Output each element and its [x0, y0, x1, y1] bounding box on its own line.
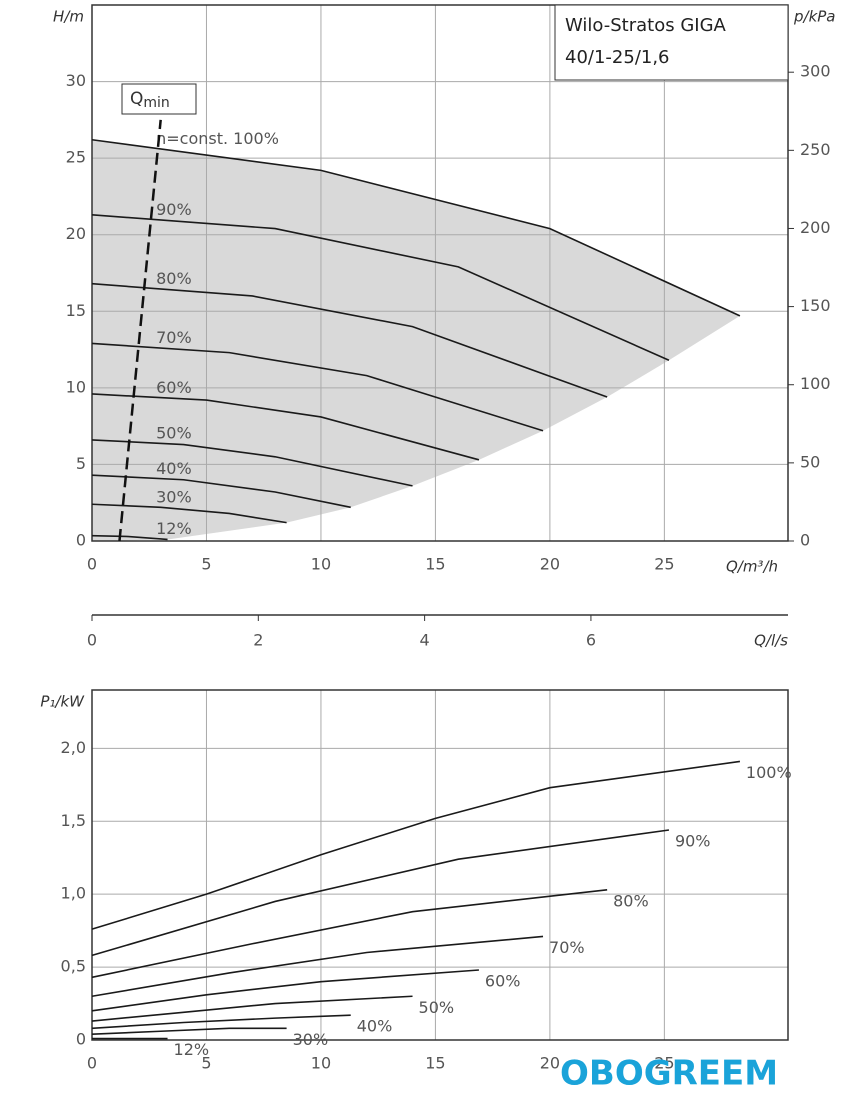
y-tick-label: 1,0: [61, 884, 86, 903]
x-tick-label: 20: [540, 1054, 560, 1073]
chart-subtitle: 40/1-25/1,6: [565, 47, 670, 68]
y-tick-label: 20: [66, 224, 86, 243]
x2-tick-label: 2: [253, 631, 263, 650]
curve-label: 30%: [293, 1030, 329, 1049]
curve-label: 60%: [156, 378, 192, 397]
y2-tick-label: 250: [800, 140, 831, 159]
curve-label: 12%: [156, 519, 192, 538]
y2-tick-label: 0: [800, 531, 810, 550]
y2-tick-label: 300: [800, 62, 831, 81]
curve: [91, 888, 608, 979]
x-axis-label: Q/m³/h: [726, 558, 778, 576]
x-tick-label: 10: [311, 555, 331, 574]
curve: [91, 439, 413, 487]
curve-label: 80%: [156, 269, 192, 288]
y-tick-label: 1,5: [61, 811, 86, 830]
title-box: [554, 4, 789, 81]
y-tick-label: 10: [66, 377, 86, 396]
curve: [91, 1027, 287, 1035]
qmin-q: Q: [130, 89, 143, 109]
y-tick-label: 0: [76, 531, 86, 550]
curve-label: 50%: [419, 998, 455, 1017]
y-tick-label: 0,5: [61, 957, 86, 976]
y2-tick-label: 50: [800, 452, 820, 471]
curve: [91, 474, 351, 509]
x2-tick-label: 0: [87, 631, 97, 650]
qmin-box: [121, 83, 197, 115]
curve-label: 90%: [156, 200, 192, 219]
y-tick-label: 0: [76, 1030, 86, 1049]
x2-axis-label: Q/l/s: [754, 632, 788, 650]
curve-label: 60%: [485, 972, 521, 991]
curve: [91, 214, 670, 362]
watermark: OBOGREEM: [560, 1054, 778, 1094]
curve-label: 40%: [357, 1017, 393, 1036]
chart-title: Wilo-Stratos GIGA: [565, 15, 727, 36]
curve-label: 100%: [746, 763, 792, 782]
curve-label: n=const. 100%: [156, 129, 279, 148]
x-tick-label: 15: [425, 555, 445, 574]
curve: [91, 969, 479, 1012]
x-tick-label: 15: [425, 1054, 445, 1073]
curve: [91, 393, 480, 461]
y-axis-label: H/m: [53, 8, 84, 26]
curve: [91, 342, 544, 432]
y-tick-label: 30: [66, 71, 86, 90]
curve: [91, 1014, 351, 1030]
curve-label: 70%: [156, 328, 192, 347]
y-axis-label: P₁/kW: [40, 693, 85, 711]
x-tick-label: 25: [654, 1054, 674, 1073]
x-tick-label: 5: [201, 1054, 211, 1073]
y2-tick-label: 150: [800, 296, 831, 315]
curve: [91, 138, 741, 317]
curve-label: 50%: [156, 424, 192, 443]
y2-tick-label: 200: [800, 218, 831, 237]
curve: [91, 829, 670, 957]
y-tick-label: 15: [66, 301, 86, 320]
curve: [91, 282, 608, 398]
x-tick-label: 25: [654, 555, 674, 574]
curve: [91, 534, 168, 541]
plot-frame: [91, 4, 789, 542]
y2-tick-label: 100: [800, 374, 831, 393]
operating-region: [92, 139, 740, 541]
curve: [91, 995, 413, 1022]
x2-tick-label: 4: [420, 631, 430, 650]
y-tick-label: 5: [76, 454, 86, 473]
curve: [91, 935, 544, 998]
curve: [91, 503, 287, 524]
curve-label: 30%: [156, 488, 192, 507]
curve-label: 80%: [613, 891, 649, 910]
qmin-sub: min: [143, 95, 169, 111]
plot-frame: [91, 689, 789, 1041]
curve-label: 12%: [174, 1040, 210, 1059]
curve-label: 40%: [156, 459, 192, 478]
qmin-label: Qmin: [130, 89, 170, 111]
y2-axis-label: p/kPa: [793, 8, 836, 26]
y-tick-label: 25: [66, 148, 86, 167]
x-tick-label: 0: [87, 555, 97, 574]
x-tick-label: 5: [201, 555, 211, 574]
y-tick-label: 2,0: [61, 738, 86, 757]
x-tick-label: 10: [311, 1054, 331, 1073]
curve-label: 70%: [549, 938, 585, 957]
qmin-line: [118, 119, 162, 542]
x-tick-label: 20: [540, 555, 560, 574]
curve-label: 90%: [675, 832, 711, 851]
x-tick-label: 0: [87, 1054, 97, 1073]
x2-tick-label: 6: [586, 631, 596, 650]
curve: [91, 760, 741, 930]
